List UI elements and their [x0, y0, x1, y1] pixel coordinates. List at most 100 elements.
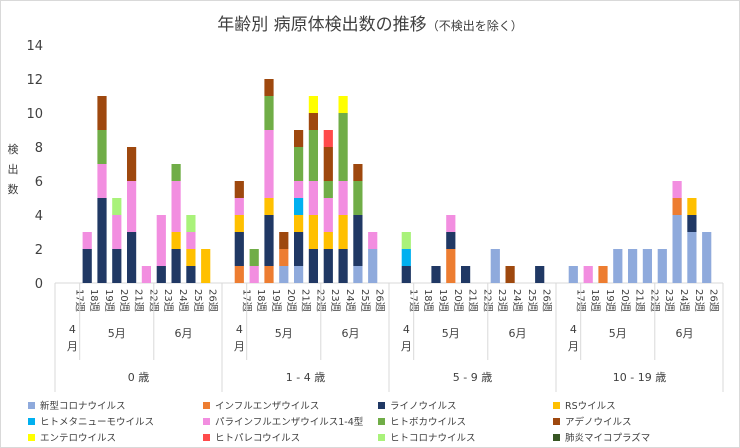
bar-segment — [97, 164, 107, 198]
legend-item: インフルエンザウイルス — [203, 398, 319, 412]
y-tick-label: 0 — [35, 277, 43, 292]
bar-segment — [505, 266, 515, 283]
bar-segment — [112, 198, 122, 215]
bar-segment — [97, 130, 107, 164]
x-week-label: 25週 — [192, 289, 204, 312]
bar-segment — [401, 249, 411, 266]
x-week-label: 20週 — [285, 289, 297, 312]
bar-segment — [490, 249, 500, 283]
legend-swatch — [553, 418, 560, 425]
legend-label: アデノウイルス — [565, 417, 632, 428]
month-label: 月 — [234, 340, 245, 353]
x-week-label: 18週 — [88, 289, 100, 312]
legend-label: ヒトボカウイルス — [390, 417, 467, 428]
y-tick-label: 6 — [35, 175, 43, 190]
month-label: 5月 — [609, 327, 627, 340]
y-tick-label: 10 — [26, 107, 43, 122]
bar-segment — [687, 215, 697, 232]
bar-segment — [234, 232, 244, 266]
x-week-label: 23週 — [663, 289, 675, 312]
x-week-label: 19週 — [270, 289, 282, 312]
bar-segment — [308, 181, 318, 215]
legend-swatch — [203, 418, 210, 425]
bar-segment — [642, 249, 652, 283]
bar-segment — [308, 249, 318, 283]
bar-segment — [657, 249, 667, 283]
x-week-label: 18週 — [255, 289, 267, 312]
y-tick-label: 4 — [35, 209, 43, 224]
bar-segment — [338, 96, 348, 113]
bar-segment — [672, 198, 682, 215]
x-week-label: 19週 — [437, 289, 449, 312]
x-week-label: 26週 — [541, 289, 553, 312]
legend-swatch — [378, 434, 385, 441]
bar-segment — [598, 266, 608, 283]
month-label: 月 — [568, 340, 579, 353]
bar-segment — [308, 113, 318, 130]
legend-item: アデノウイルス — [553, 414, 632, 428]
x-week-label: 23週 — [496, 289, 508, 312]
bar-segment — [294, 215, 304, 232]
bar-segment — [82, 249, 92, 283]
legend-label: ヒトメタニューモウイルス — [40, 417, 155, 428]
legend-item: ヒトボカウイルス — [378, 414, 466, 428]
bar-segment — [264, 215, 274, 266]
bar-segment — [127, 147, 137, 181]
x-week-label: 20週 — [118, 289, 130, 312]
legend-item: 新型コロナウイルス — [28, 398, 126, 412]
bar-segment — [323, 198, 333, 232]
bar-segment — [234, 266, 244, 283]
month-label: 6月 — [341, 327, 359, 340]
bar-segment — [535, 266, 545, 283]
bar-segment — [234, 198, 244, 215]
bar-segment — [323, 232, 333, 249]
bar-segment — [446, 215, 456, 232]
x-week-label: 18週 — [422, 289, 434, 312]
legend-label: 肺炎マイコプラズマ — [565, 433, 651, 444]
y-tick-label: 14 — [26, 39, 43, 54]
x-week-label: 26週 — [207, 289, 219, 312]
bar-segment — [249, 266, 259, 283]
bar-segment — [401, 266, 411, 283]
y-axis-label: 検出数 — [6, 140, 20, 200]
bar-segment — [279, 249, 289, 266]
legend-item: ヒトコロナウイルス — [378, 430, 476, 444]
chart-title: 年齢別 病原体検出数の推移（不検出を除く） — [217, 15, 523, 35]
month-label: 4 — [69, 323, 76, 336]
x-week-label: 26週 — [708, 289, 720, 312]
month-label: 6月 — [174, 327, 192, 340]
bar-segment — [353, 215, 363, 266]
legend-item: ライノウイルス — [378, 398, 457, 412]
bar-segment — [264, 130, 274, 198]
x-week-label: 21週 — [467, 289, 479, 312]
bar-segment — [446, 249, 456, 283]
month-label: 月 — [67, 340, 78, 353]
bar-segment — [687, 232, 697, 283]
bar-segment — [338, 181, 348, 215]
bar-segment — [171, 232, 181, 249]
bar-segment — [82, 232, 92, 249]
x-week-label: 24週 — [344, 289, 356, 312]
legend-label: ヒトパレコウイルス — [215, 433, 301, 444]
y-axis-label-char: 数 — [7, 183, 19, 196]
legend-swatch — [28, 402, 35, 409]
month-label: 5月 — [275, 327, 293, 340]
age-group-label: 1 - 4 歳 — [286, 371, 325, 384]
x-week-label: 23週 — [162, 289, 174, 312]
bar-segment — [672, 215, 682, 283]
legend-item: ヒトメタニューモウイルス — [28, 414, 154, 428]
bar-segment — [308, 96, 318, 113]
legend-swatch — [553, 402, 560, 409]
bar-segment — [294, 266, 304, 283]
legend-swatch — [378, 402, 385, 409]
legend-swatch — [378, 418, 385, 425]
bar-segment — [264, 79, 274, 96]
x-week-label: 21週 — [300, 289, 312, 312]
bar-segment — [186, 249, 196, 266]
legend-label: ライノウイルス — [390, 401, 457, 412]
bar-segment — [687, 198, 697, 215]
bar-segment — [613, 249, 623, 283]
month-label: 4 — [570, 323, 577, 336]
